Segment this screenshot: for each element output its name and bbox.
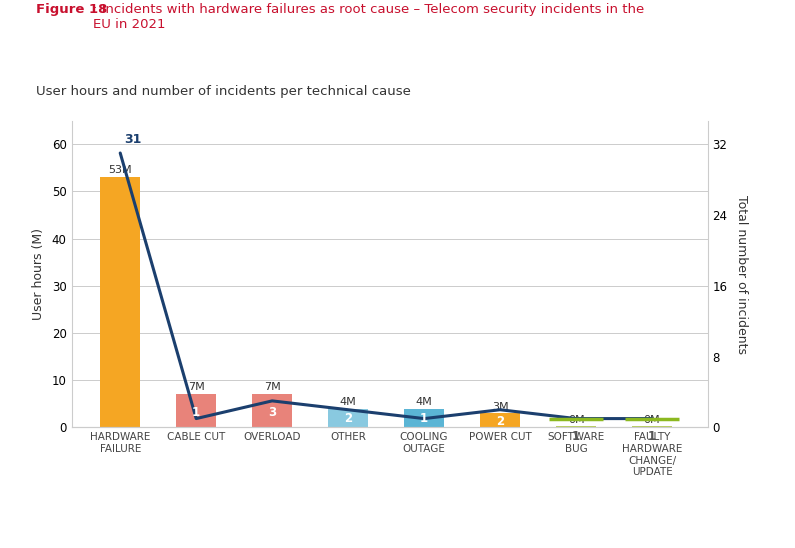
Text: 0M: 0M — [644, 415, 661, 425]
Y-axis label: User hours (M): User hours (M) — [32, 228, 45, 320]
Text: 2: 2 — [344, 413, 352, 425]
Text: 1: 1 — [648, 430, 656, 443]
Text: 2: 2 — [496, 415, 504, 427]
Text: 31: 31 — [124, 133, 142, 146]
Text: 0M: 0M — [568, 415, 584, 425]
Text: 3: 3 — [268, 406, 276, 419]
Text: 1: 1 — [572, 430, 580, 443]
Bar — [405, 409, 444, 427]
Bar — [252, 395, 292, 427]
Text: 4M: 4M — [339, 397, 356, 407]
Bar — [328, 409, 368, 427]
Bar — [556, 426, 595, 427]
Text: 1: 1 — [192, 406, 200, 419]
Text: 7M: 7M — [264, 382, 281, 392]
Bar — [632, 426, 672, 427]
Text: 53M: 53M — [108, 165, 132, 175]
Text: : Incidents with hardware failures as root cause – Telecom security incidents in: : Incidents with hardware failures as ro… — [93, 3, 644, 31]
Text: 7M: 7M — [188, 382, 204, 392]
Bar — [100, 177, 140, 427]
Text: 4M: 4M — [416, 397, 432, 407]
Text: 1: 1 — [420, 413, 429, 425]
Text: User hours and number of incidents per technical cause: User hours and number of incidents per t… — [36, 85, 411, 98]
Text: 3M: 3M — [492, 402, 509, 412]
Y-axis label: Total number of incidents: Total number of incidents — [735, 195, 748, 353]
Bar — [480, 413, 520, 427]
Text: Figure 18: Figure 18 — [36, 3, 107, 16]
Bar — [176, 395, 216, 427]
